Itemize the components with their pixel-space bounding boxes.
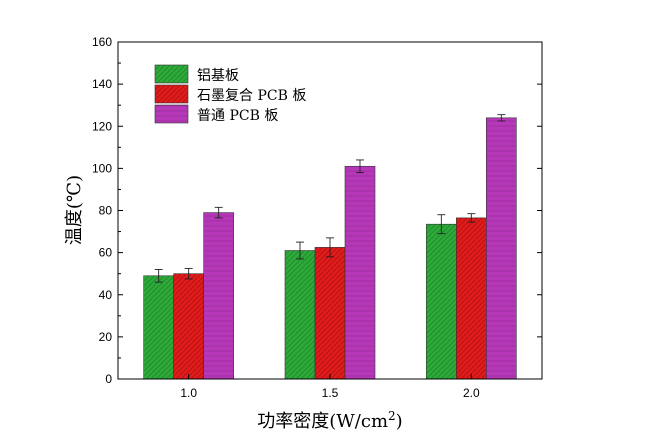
legend: 铝基板 石墨复合 PCB 板 普通 PCB 板 bbox=[154, 64, 306, 124]
error-bar-2-1 bbox=[356, 159, 364, 174]
x-axis-title-base: 功率密度(W/cm bbox=[257, 411, 388, 432]
bar-1-1 bbox=[314, 247, 346, 380]
error-bar-1-2 bbox=[467, 213, 476, 223]
x-tick-label-2: 2.0 bbox=[463, 386, 480, 400]
bar-0-2 bbox=[426, 223, 457, 380]
y-tick-label-7: 140 bbox=[92, 77, 112, 91]
y-tick-label-5: 100 bbox=[92, 161, 112, 175]
y-tick-label-8: 160 bbox=[92, 35, 112, 49]
y-tick-label-2: 40 bbox=[99, 288, 113, 302]
bar-2-0 bbox=[203, 212, 234, 380]
error-bar-2-0 bbox=[214, 206, 223, 219]
y-tick-label-0: 0 bbox=[105, 372, 112, 386]
legend-label-2: 普通 PCB 板 bbox=[197, 108, 278, 124]
legend-swatch-1 bbox=[154, 84, 189, 104]
y-axis-title: 温度(℃) bbox=[64, 175, 85, 245]
error-bar-0-1 bbox=[296, 241, 304, 260]
bar-1-0 bbox=[173, 273, 204, 380]
bar-0-0 bbox=[143, 275, 174, 380]
x-axis-title-sup: 2 bbox=[388, 409, 396, 423]
legend-label-0: 铝基板 bbox=[197, 67, 239, 84]
bar-2-1 bbox=[344, 165, 376, 380]
x-tick-label-0: 1.0 bbox=[180, 386, 197, 400]
legend-swatch-2 bbox=[154, 104, 189, 124]
error-bar-0-0 bbox=[154, 269, 163, 283]
y-tick-label-3: 60 bbox=[99, 246, 113, 260]
error-bar-2-2 bbox=[497, 114, 506, 122]
bar-1-2 bbox=[456, 217, 487, 380]
bar-0-1 bbox=[284, 250, 316, 380]
x-axis-title: 功率密度(W/cm2) bbox=[257, 409, 402, 432]
legend-label-1: 石墨复合 PCB 板 bbox=[197, 87, 306, 104]
y-tick-label-4: 80 bbox=[99, 204, 113, 218]
x-tick-label-1: 1.5 bbox=[322, 386, 339, 400]
x-axis-title-close: ) bbox=[396, 411, 403, 432]
bars-layer bbox=[143, 114, 517, 380]
error-bar-0-2 bbox=[437, 214, 446, 235]
legend-swatch-0 bbox=[154, 64, 189, 84]
axes: 0 20 40 60 80 100 120 140 160 1.0 1.5 2.0 bbox=[92, 35, 543, 400]
error-bar-1-0 bbox=[184, 267, 193, 280]
y-tick-label-6: 120 bbox=[92, 119, 112, 133]
y-tick-label-1: 20 bbox=[99, 330, 113, 344]
error-bar-1-1 bbox=[326, 237, 334, 258]
bar-2-2 bbox=[486, 117, 517, 380]
